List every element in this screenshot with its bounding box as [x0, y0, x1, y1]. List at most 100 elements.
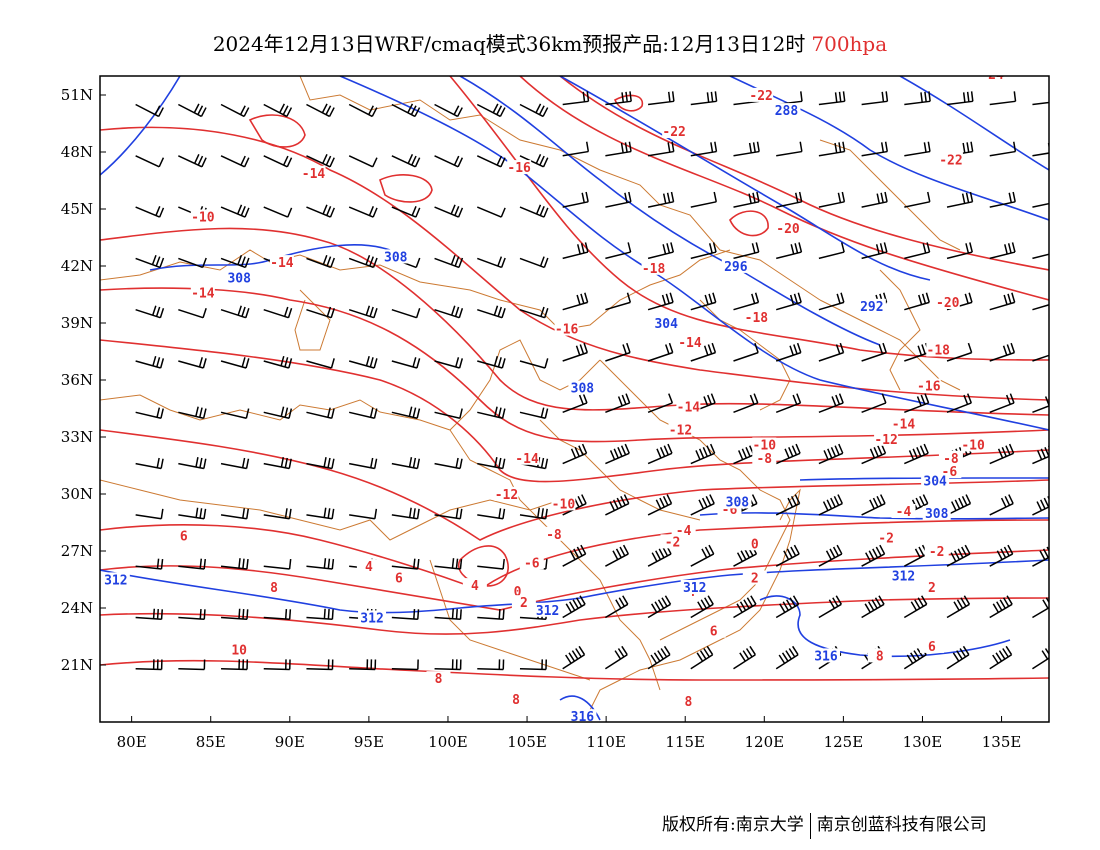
wind-barb — [647, 141, 675, 157]
height-label: 312 — [360, 611, 383, 626]
temperature-label-group: -20 — [776, 220, 801, 237]
wind-barb — [220, 204, 250, 218]
height-label-group: 304 — [652, 315, 681, 332]
wind-barb — [861, 393, 887, 413]
border-line — [589, 488, 801, 711]
wind-barb — [348, 103, 378, 118]
title-level: 700hpa — [811, 32, 888, 56]
wind-barb — [733, 595, 757, 619]
wind-barb — [562, 191, 589, 208]
temperature-label: -10 — [552, 497, 576, 512]
label-backdrop — [926, 342, 951, 357]
temperature-contour — [379, 174, 433, 203]
wind-barb — [1032, 496, 1049, 516]
wind-barb — [861, 544, 886, 567]
temperature-label: -18 — [745, 311, 769, 326]
temperature-label: -18 — [927, 344, 951, 359]
wind-barb — [306, 204, 335, 218]
temperature-label-group: -14 — [269, 255, 294, 271]
height-label: 308 — [384, 250, 408, 265]
wind-barb — [861, 191, 888, 208]
wind-barb — [519, 306, 549, 319]
label-backdrop — [938, 152, 963, 167]
wind-barb — [904, 443, 929, 465]
wind-barb — [605, 191, 632, 208]
temperature-label: -20 — [776, 222, 800, 237]
wind-barb — [263, 155, 293, 168]
temperature-label-group: -12 — [874, 431, 899, 448]
height-label: 288 — [775, 104, 799, 119]
wind-barb — [178, 154, 207, 168]
wind-barb — [306, 103, 335, 118]
wind-barb — [221, 659, 249, 671]
wind-barb — [904, 292, 930, 311]
wind-barb — [306, 659, 334, 671]
height-labels: 2883083082962923043083083043083123123123… — [101, 103, 951, 722]
wind-barb — [135, 255, 165, 269]
y-tick-label: 51N — [61, 86, 93, 104]
temperature-label: 8 — [512, 693, 520, 708]
temperature-label-group: 2 — [919, 580, 944, 596]
wind-barb — [391, 507, 420, 520]
temperature-label: -14 — [515, 452, 539, 467]
label-backdrop — [701, 623, 726, 638]
height-contour — [899, 76, 1049, 171]
y-tick-label: 24N — [61, 599, 93, 617]
wind-barb — [818, 595, 842, 619]
border-line — [819, 299, 961, 391]
temperature-label: -14 — [892, 418, 916, 433]
province-borders — [100, 76, 961, 711]
temperature-label-group: -6 — [519, 555, 544, 571]
label-backdrop — [744, 310, 769, 325]
wind-barb — [818, 393, 844, 413]
temperature-label: -10 — [191, 211, 215, 226]
wind-barb — [348, 255, 378, 269]
label-backdrop — [568, 380, 597, 395]
height-label-group: 312 — [889, 568, 918, 585]
temperature-label: -8 — [756, 452, 772, 467]
temperature-label-group: 2 — [742, 570, 767, 587]
temperature-label-group: -20 — [935, 295, 960, 311]
height-label: 308 — [726, 496, 750, 511]
wind-barb — [476, 155, 506, 168]
label-backdrop — [358, 610, 387, 625]
wind-barb — [776, 91, 803, 106]
wind-barb — [605, 544, 629, 567]
label-backdrop — [261, 580, 286, 594]
wind-barb — [733, 242, 760, 260]
label-backdrop — [857, 298, 886, 313]
temperature-label-group: -24 — [980, 76, 1005, 83]
temperature-label-group: 8 — [676, 694, 701, 710]
temperature-label-group: -14 — [190, 285, 215, 302]
temperature-label: -14 — [678, 336, 702, 351]
label-backdrop — [660, 534, 685, 549]
temperature-label-group: -4 — [891, 504, 916, 520]
label-backdrop — [776, 220, 801, 235]
wind-barb — [775, 342, 802, 362]
temperature-contour — [100, 339, 1049, 483]
wind-barb — [946, 191, 974, 208]
temperature-label: -8 — [943, 452, 959, 467]
label-backdrop — [811, 648, 840, 663]
wind-barb — [690, 141, 718, 157]
wind-barb — [220, 357, 250, 369]
temperature-label-group: -10 — [752, 437, 777, 454]
wind-barb — [306, 507, 335, 520]
wind-barb — [775, 595, 800, 619]
label-backdrop — [190, 285, 215, 300]
footer-company: 南京创蓝科技有限公司 — [816, 815, 987, 835]
label-backdrop — [519, 555, 544, 570]
wind-barb — [690, 443, 716, 465]
temperature-contour — [100, 519, 1049, 591]
wind-barb — [647, 443, 673, 465]
temperature-label-group: -22 — [662, 124, 687, 140]
wind-barb — [605, 292, 632, 311]
wind-barb — [434, 305, 464, 319]
label-backdrop — [752, 450, 777, 465]
wind-barb — [690, 645, 714, 670]
wind-barb — [562, 443, 588, 465]
wind-barb — [776, 141, 803, 157]
wind-barb — [562, 342, 589, 362]
border-line — [100, 479, 561, 541]
label-backdrop — [874, 530, 899, 545]
